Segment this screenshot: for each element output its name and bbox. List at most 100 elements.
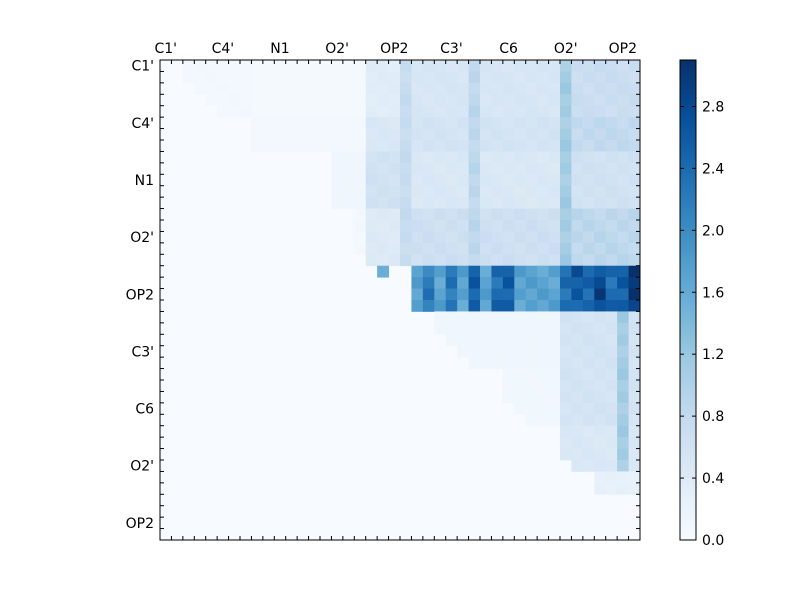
heatmap-cell (514, 185, 527, 198)
heatmap-cell (434, 277, 447, 289)
heatmap-cell (320, 105, 332, 118)
heatmap-cell (365, 208, 378, 221)
heatmap-cell (605, 117, 618, 129)
heatmap-cell (411, 288, 424, 301)
heatmap-cell (480, 94, 492, 107)
heatmap-cell (605, 357, 618, 369)
heatmap-cell (251, 94, 264, 107)
heatmap-cell (411, 242, 424, 255)
heatmap-cell (571, 231, 584, 244)
heatmap-cell (251, 140, 264, 152)
y-tick-label: OP2 (126, 287, 154, 303)
heatmap-cell (388, 242, 401, 255)
heatmap-cell (628, 162, 641, 175)
heatmap-cell (514, 368, 527, 381)
heatmap-cell (594, 254, 607, 267)
heatmap-cell (525, 231, 538, 244)
heatmap-cell (560, 322, 572, 335)
heatmap-cell (331, 117, 344, 129)
x-tick-label: C6 (499, 41, 518, 57)
heatmap-cell (251, 82, 264, 95)
heatmap-cell (388, 174, 401, 187)
heatmap-cell (605, 254, 618, 267)
heatmap-cell (274, 117, 287, 129)
heatmap-cell (434, 174, 447, 187)
heatmap-cell (525, 94, 538, 107)
heatmap-cell (605, 174, 618, 187)
heatmap-cell (594, 60, 607, 72)
heatmap-cell (514, 162, 527, 175)
heatmap-cell (525, 105, 538, 118)
heatmap-cell (468, 277, 481, 289)
heatmap-cell (320, 71, 332, 84)
heatmap-cell (548, 128, 561, 141)
heatmap-cell (354, 140, 367, 152)
heatmap-cell (548, 82, 561, 95)
heatmap-cell (468, 220, 481, 232)
heatmap-cell (297, 105, 309, 118)
heatmap-cell (560, 288, 572, 301)
heatmap-cell (525, 402, 538, 415)
heatmap-cell (537, 105, 549, 118)
heatmap-cell (491, 231, 504, 244)
heatmap-cell (605, 71, 618, 84)
heatmap-cell (628, 345, 641, 358)
heatmap-cell (514, 242, 527, 255)
heatmap-cell (617, 460, 629, 472)
heatmap-cell (628, 231, 641, 244)
heatmap-cell (480, 220, 492, 232)
heatmap-cell (582, 94, 595, 107)
heatmap-cell (571, 368, 584, 381)
heatmap-cell (628, 71, 641, 84)
heatmap-cell (388, 151, 401, 164)
heatmap-cell (377, 174, 389, 187)
heatmap-cell (457, 151, 469, 164)
heatmap-cell (514, 82, 527, 95)
heatmap-cell (468, 231, 481, 244)
heatmap-cell (400, 151, 412, 164)
heatmap-cell (262, 94, 275, 107)
heatmap-cell (628, 140, 641, 152)
heatmap-cell (560, 174, 572, 187)
heatmap-cell (537, 368, 549, 381)
heatmap-cell (491, 117, 504, 129)
heatmap-cell (582, 300, 595, 312)
heatmap-cell (628, 425, 641, 438)
heatmap-cell (617, 322, 629, 335)
heatmap-cell (468, 197, 481, 209)
heatmap-cell (388, 94, 401, 107)
heatmap-cell (411, 71, 424, 84)
heatmap-cell (525, 60, 538, 72)
heatmap-cell (537, 117, 549, 129)
heatmap-cell (525, 300, 538, 312)
heatmap-cell (525, 345, 538, 358)
heatmap-cell (365, 151, 378, 164)
heatmap-cell (594, 208, 607, 221)
heatmap-cell (537, 128, 549, 141)
heatmap-cell (491, 277, 504, 289)
heatmap-cell (605, 242, 618, 255)
heatmap-cell (514, 197, 527, 209)
heatmap-cell (560, 357, 572, 369)
heatmap-cell (422, 231, 435, 244)
heatmap-cell (445, 174, 458, 187)
heatmap-cell (502, 288, 515, 301)
heatmap-cell (457, 105, 469, 118)
heatmap-cell (445, 197, 458, 209)
heatmap-cell (274, 128, 287, 141)
heatmap-cell (491, 220, 504, 232)
heatmap-cell (548, 368, 561, 381)
heatmap-cell (354, 185, 367, 198)
heatmap-cell (617, 471, 629, 484)
heatmap-cell (628, 357, 641, 369)
heatmap-cell (571, 277, 584, 289)
heatmap-cell (571, 185, 584, 198)
heatmap-cell (342, 94, 355, 107)
heatmap-cell (388, 254, 401, 267)
heatmap-cell (571, 460, 584, 472)
heatmap-cell (617, 220, 629, 232)
heatmap-cell (354, 208, 367, 221)
heatmap-cell (491, 105, 504, 118)
colorbar-tick-label: 2.4 (702, 161, 724, 177)
heatmap-cell (388, 71, 401, 84)
